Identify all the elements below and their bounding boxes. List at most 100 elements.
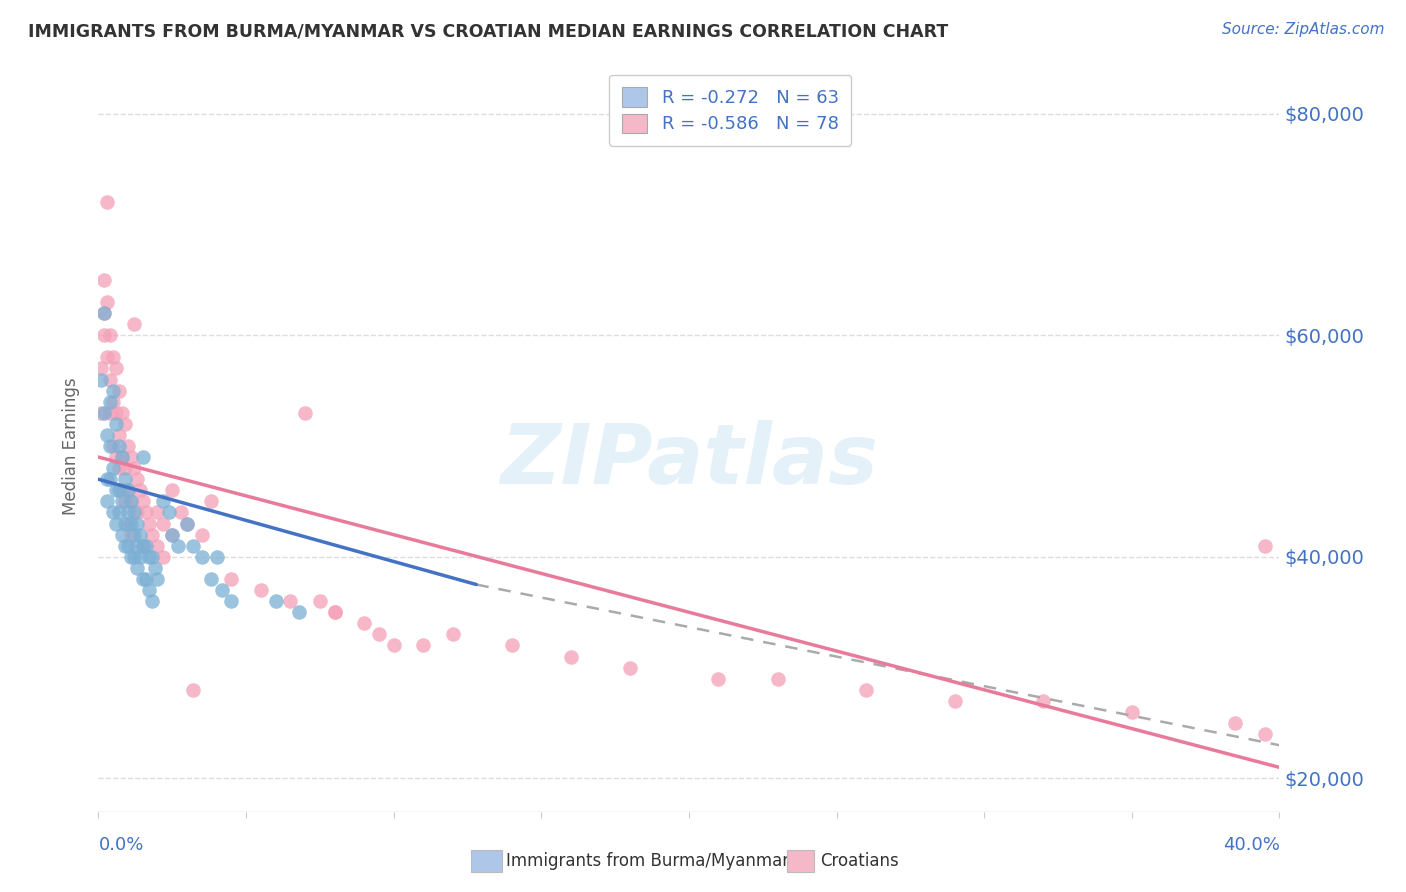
Point bbox=[619, 660, 641, 674]
Point bbox=[382, 639, 405, 653]
Point bbox=[96, 351, 118, 365]
Point bbox=[141, 594, 163, 608]
Point bbox=[103, 506, 125, 520]
Point bbox=[120, 450, 142, 464]
Point bbox=[108, 439, 131, 453]
Point bbox=[90, 372, 112, 386]
Point bbox=[181, 539, 204, 553]
Point bbox=[122, 317, 145, 331]
Point bbox=[125, 472, 148, 486]
Point bbox=[162, 527, 183, 541]
Point bbox=[120, 494, 142, 508]
Point bbox=[122, 461, 145, 475]
Point bbox=[125, 561, 148, 575]
Point bbox=[323, 605, 346, 619]
Point bbox=[125, 516, 148, 531]
Point bbox=[250, 583, 273, 598]
Point bbox=[98, 406, 121, 420]
Point bbox=[412, 639, 434, 653]
Point bbox=[1254, 727, 1277, 741]
Point bbox=[128, 527, 150, 541]
Point bbox=[138, 583, 160, 598]
Point bbox=[93, 306, 115, 320]
Point bbox=[98, 328, 121, 343]
Point bbox=[167, 539, 190, 553]
Point bbox=[294, 406, 316, 420]
Point bbox=[200, 494, 222, 508]
Point bbox=[93, 273, 115, 287]
Point bbox=[93, 328, 115, 343]
Point bbox=[152, 494, 174, 508]
Point bbox=[191, 527, 214, 541]
Point bbox=[200, 572, 222, 586]
Point bbox=[128, 483, 150, 498]
Point bbox=[98, 394, 121, 409]
Point bbox=[108, 384, 131, 398]
Point bbox=[1121, 705, 1143, 719]
Point bbox=[1032, 694, 1054, 708]
Point bbox=[120, 516, 142, 531]
Point bbox=[323, 605, 346, 619]
Point bbox=[152, 549, 174, 564]
Text: IMMIGRANTS FROM BURMA/MYANMAR VS CROATIAN MEDIAN EARNINGS CORRELATION CHART: IMMIGRANTS FROM BURMA/MYANMAR VS CROATIA… bbox=[28, 22, 949, 40]
Point bbox=[96, 428, 118, 442]
Point bbox=[111, 406, 134, 420]
Point bbox=[108, 483, 131, 498]
Point bbox=[111, 527, 134, 541]
Point bbox=[96, 472, 118, 486]
Point bbox=[96, 494, 118, 508]
Point bbox=[943, 694, 966, 708]
Point bbox=[125, 539, 148, 553]
Legend: R = -0.272   N = 63, R = -0.586   N = 78: R = -0.272 N = 63, R = -0.586 N = 78 bbox=[609, 75, 852, 146]
Point bbox=[114, 539, 136, 553]
Point bbox=[114, 516, 136, 531]
Point bbox=[105, 516, 128, 531]
Point bbox=[135, 506, 157, 520]
Point bbox=[441, 627, 464, 641]
Point bbox=[114, 417, 136, 431]
Point bbox=[103, 461, 125, 475]
Point bbox=[114, 472, 136, 486]
Point bbox=[105, 406, 128, 420]
Point bbox=[157, 506, 180, 520]
Point bbox=[111, 450, 134, 464]
Point bbox=[90, 406, 112, 420]
Point bbox=[132, 494, 155, 508]
Point bbox=[309, 594, 332, 608]
Point bbox=[1225, 716, 1247, 731]
Point bbox=[132, 539, 155, 553]
Point bbox=[176, 516, 198, 531]
Point bbox=[125, 506, 148, 520]
Point bbox=[90, 361, 112, 376]
Point bbox=[98, 372, 121, 386]
Point bbox=[135, 539, 157, 553]
Point bbox=[501, 639, 523, 653]
Point bbox=[221, 572, 243, 586]
Point bbox=[353, 616, 375, 631]
Point bbox=[143, 561, 166, 575]
Point bbox=[280, 594, 302, 608]
Point bbox=[117, 483, 139, 498]
Text: Source: ZipAtlas.com: Source: ZipAtlas.com bbox=[1222, 22, 1385, 37]
Point bbox=[98, 439, 121, 453]
Point bbox=[120, 494, 142, 508]
Point bbox=[221, 594, 243, 608]
Point bbox=[103, 439, 125, 453]
Point bbox=[170, 506, 193, 520]
Point bbox=[138, 516, 160, 531]
Point bbox=[264, 594, 287, 608]
Point bbox=[117, 506, 139, 520]
Point bbox=[96, 294, 118, 309]
Point bbox=[93, 306, 115, 320]
Text: ZIPatlas: ZIPatlas bbox=[501, 420, 877, 501]
Point bbox=[98, 472, 121, 486]
Point bbox=[141, 549, 163, 564]
Point bbox=[146, 572, 169, 586]
Point bbox=[111, 450, 134, 464]
Point bbox=[176, 516, 198, 531]
Point bbox=[103, 384, 125, 398]
Point bbox=[117, 539, 139, 553]
Point bbox=[108, 506, 131, 520]
Y-axis label: Median Earnings: Median Earnings bbox=[62, 377, 80, 515]
Point bbox=[1180, 882, 1202, 892]
